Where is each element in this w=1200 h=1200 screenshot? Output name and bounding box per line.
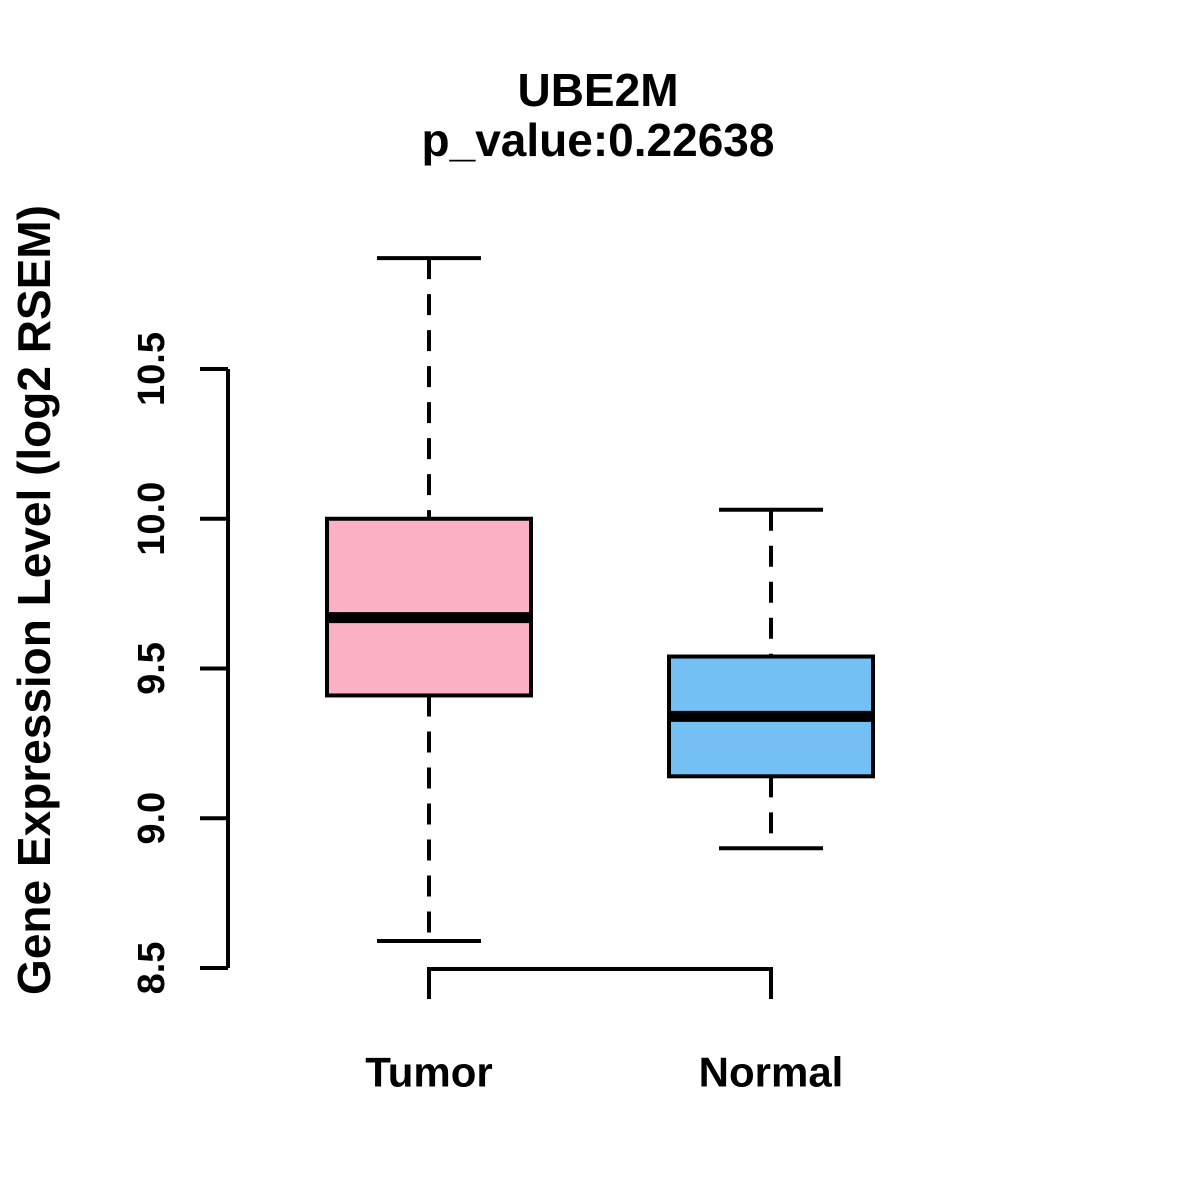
box-tumor: [325, 516, 533, 698]
chart-title: UBE2M: [517, 64, 678, 116]
y-tick-label: 10.0: [131, 482, 173, 556]
y-tick-label: 10.5: [131, 332, 173, 406]
chart-subtitle: p_value:0.22638: [422, 114, 775, 166]
y-tick-label: 9.0: [131, 792, 173, 845]
y-tick-label: 8.5: [131, 942, 173, 995]
category-label-normal: Normal: [699, 1049, 844, 1096]
x-axis-bracket: [427, 967, 773, 999]
y-axis-label: Gene Expression Level (log2 RSEM): [8, 205, 60, 995]
y-tick-label: 9.5: [131, 642, 173, 695]
category-label-tumor: Tumor: [365, 1049, 493, 1096]
